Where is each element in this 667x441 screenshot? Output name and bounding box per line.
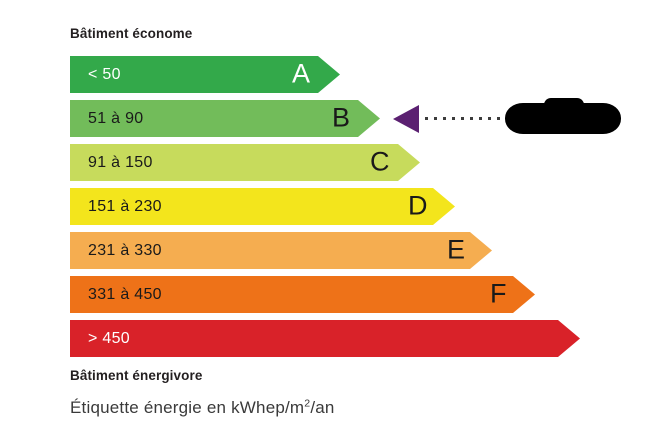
caption-energy-units: Étiquette énergie en kWhep/m2/an — [70, 398, 335, 418]
bar-arrow-shape-c — [70, 144, 420, 181]
bar-range-label-c: 91 à 150 — [88, 153, 153, 171]
bar-arrow-shape-e — [70, 232, 492, 269]
bar-arrow-shape-g — [70, 320, 580, 357]
redacted-value-blob — [505, 98, 621, 134]
bar-class-letter-f: F — [490, 278, 507, 309]
bar-class-letter-e: E — [447, 234, 466, 265]
bar-class-letter-a: A — [292, 58, 311, 89]
bar-range-label-g: > 450 — [88, 329, 130, 347]
bar-class-letter-c: C — [370, 146, 390, 177]
bar-range-label-f: 331 à 450 — [88, 285, 162, 303]
bar-arrow-shape-f — [70, 276, 535, 313]
caption-energy-hungry-building: Bâtiment énergivore — [70, 368, 203, 383]
caption-economical-building: Bâtiment économe — [70, 26, 193, 41]
energy-class-bar-d: 151 à 230 D — [70, 188, 455, 225]
energy-class-bar-c: 91 à 150 C — [70, 144, 420, 181]
bar-range-label-d: 151 à 230 — [88, 197, 162, 215]
units-suffix: /an — [310, 398, 335, 417]
bar-arrow-shape-a — [70, 56, 340, 93]
bar-arrow-shape-d — [70, 188, 455, 225]
energy-class-bar-e: 231 à 330 E — [70, 232, 492, 269]
current-class-arrow-icon — [393, 105, 419, 133]
bar-range-label-a: < 50 — [88, 65, 121, 83]
bar-range-label-e: 231 à 330 — [88, 241, 162, 259]
pointer-dotted-line — [425, 117, 507, 120]
bar-arrow-shape-b — [70, 100, 380, 137]
energy-class-bar-g: > 450 — [70, 320, 580, 357]
bar-range-label-b: 51 à 90 — [88, 109, 144, 127]
energy-class-bar-a: < 50 A — [70, 56, 340, 93]
energy-class-bar-b: 51 à 90 B — [70, 100, 380, 137]
bar-class-letter-d: D — [408, 190, 428, 221]
energy-class-bar-f: 331 à 450 F — [70, 276, 535, 313]
bar-class-letter-b: B — [332, 102, 351, 133]
units-exponent: 2 — [304, 397, 311, 410]
units-prefix: Étiquette énergie en kWhep/m — [70, 398, 305, 417]
